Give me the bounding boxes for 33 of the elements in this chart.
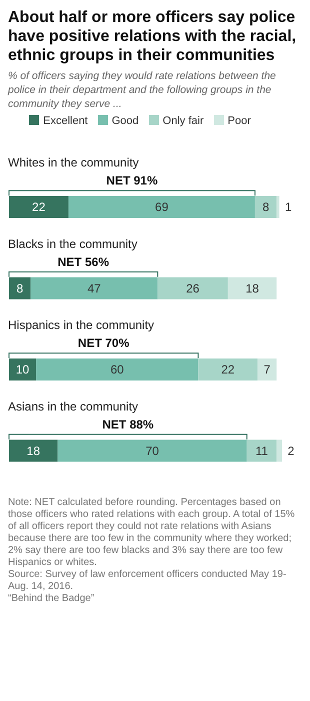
data-label: 70 — [146, 444, 160, 458]
text: “Behind the Badge” — [8, 593, 96, 605]
text: Note: NET calculated before rounding. Percentages based on those officers who rated relations with each group. A total of 15% of all officers report they could not rate relations with Asians because there are too few in the community where they worked; 2% say there are too few blacks and 3% say there are too few Hispanics or whites. — [8, 497, 296, 569]
data-label: 26 — [186, 281, 200, 296]
annotation: NET 56% — [58, 254, 110, 269]
data-label: 2 — [288, 444, 295, 458]
legend-label: Excellent — [43, 115, 88, 127]
data-label: 11 — [255, 444, 268, 458]
data-label: 22 — [221, 362, 235, 376]
annotation: NET 70% — [78, 336, 130, 350]
data-label: 18 — [26, 444, 40, 458]
y-tick-label: Asians in the community — [8, 399, 138, 414]
data-label: 47 — [87, 281, 102, 296]
source-note: Source: Survey of law enforcement officers conducted May 19-Aug. 14, 2016. — [8, 569, 288, 593]
legend-label: Poor — [228, 115, 251, 127]
data-label: 22 — [32, 200, 46, 214]
annotation: NET 88% — [102, 417, 154, 432]
data-label: 60 — [110, 362, 124, 376]
data-label: 1 — [284, 200, 292, 214]
annotation: NET 91% — [106, 174, 158, 188]
legend-label: Good — [112, 115, 139, 127]
data-label: 69 — [155, 200, 169, 214]
data-label: 18 — [246, 281, 260, 296]
chart-subtitle: % of officers saying they would rate relations between the police in their department and the following groups in the community they serve ... — [8, 69, 277, 111]
data-label: 8 — [262, 200, 270, 214]
data-label: 10 — [16, 362, 30, 376]
data-label: 7 — [264, 362, 271, 376]
data-label: 8 — [16, 281, 24, 296]
y-tick-label: Blacks in the community — [8, 236, 138, 251]
y-tick-label: Whites in the community — [8, 156, 139, 170]
y-tick-label: Hispanics in the community — [8, 318, 154, 332]
legend-label: Only fair — [162, 115, 204, 127]
chart-title: About half or more officers say police have positive relations with the racial, ethnic groups in their communities — [8, 8, 298, 65]
